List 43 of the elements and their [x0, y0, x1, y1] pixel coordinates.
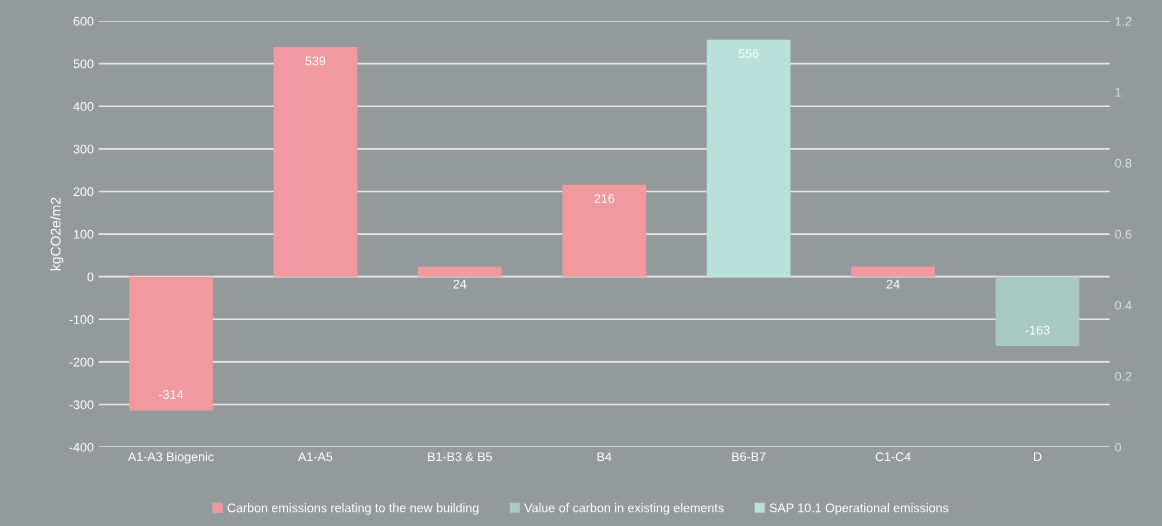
y2-tick-label: 0.2: [1115, 371, 1132, 381]
y-tick-label: 0: [87, 272, 94, 282]
bar: [273, 47, 358, 277]
x-tick-label: A1-A5: [298, 452, 333, 462]
bar: [706, 39, 791, 277]
data-label: -314: [159, 390, 184, 399]
y-tick-label: 400: [73, 102, 94, 111]
y-axis-title: kgCO2e/m2: [50, 197, 64, 271]
x-tick-label: C1-C4: [875, 452, 911, 462]
legend-label: Value of carbon in existing elements: [524, 503, 724, 515]
x-tick-label: A1-A3 Biogenic: [127, 451, 214, 464]
y-tick-label: -100: [69, 315, 94, 324]
x-tick-label: B6-B7: [732, 452, 766, 462]
y-tick-label: 500: [73, 59, 94, 69]
y-tick-label: -400: [69, 442, 94, 452]
bar: [129, 276, 213, 411]
x-tick-label: B1-B3 & B5: [428, 452, 492, 462]
y2-tick-label: 1.2: [1115, 16, 1132, 26]
y2-tick-label: 0.4: [1115, 300, 1132, 310]
bar: [562, 184, 647, 277]
legend-label: SAP 10.1 Operational emissions: [769, 503, 949, 515]
x-tick-label: D: [1034, 452, 1042, 462]
data-label: 24: [453, 279, 467, 289]
data-label: 556: [738, 49, 759, 59]
bar: [851, 266, 935, 277]
y-tick-label: 300: [73, 144, 94, 154]
y-tick-label: -200: [69, 357, 94, 367]
y-tick-label: 100: [74, 229, 94, 239]
legend-label: Carbon emissions relating to the new building: [227, 503, 479, 515]
bar: [995, 276, 1080, 347]
y-tick-label: 600: [73, 16, 94, 26]
y-tick-label: 200: [73, 187, 94, 197]
y2-tick-label: 1: [1115, 87, 1121, 97]
x-tick-label: B4: [597, 452, 612, 462]
data-label: 216: [594, 194, 615, 203]
data-label: 539: [305, 56, 326, 66]
y2-tick-label: 0.6: [1115, 229, 1132, 239]
bar: [417, 266, 502, 277]
y-tick-label: -300: [69, 400, 94, 410]
data-label: 24: [886, 279, 900, 289]
y2-tick-label: 0.8: [1115, 158, 1132, 168]
y2-tick-label: 0: [1115, 442, 1122, 452]
data-label: -163: [1025, 325, 1050, 335]
